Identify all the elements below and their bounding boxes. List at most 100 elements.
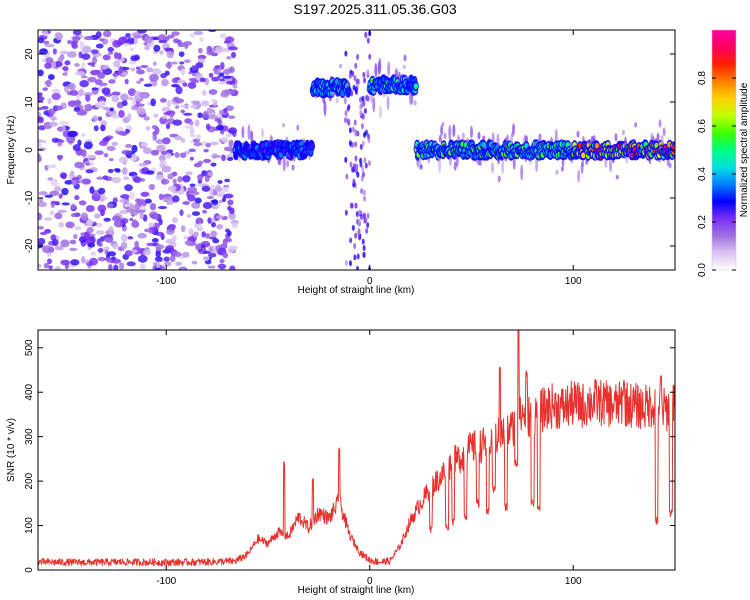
spectrogram-cell xyxy=(128,96,134,101)
spectrogram-cell xyxy=(93,213,101,219)
spectrogram-cell xyxy=(359,109,363,116)
spectrogram-cell xyxy=(217,119,222,125)
spectrogram-cell xyxy=(180,109,185,114)
spectrogram-cell xyxy=(189,133,196,138)
spectrogram-cell xyxy=(208,89,218,95)
spectrogram-cell xyxy=(496,133,500,147)
spectrogram-cell xyxy=(361,165,365,172)
spectrogram-cell xyxy=(122,43,131,47)
spectrogram-cell xyxy=(44,62,52,69)
spectrogram-cell xyxy=(111,176,122,184)
spectrogram-cell xyxy=(127,236,134,240)
spectrogram-cell xyxy=(443,132,447,140)
spectrogram-cell xyxy=(198,47,203,54)
spectrogram-cell xyxy=(167,185,177,192)
spectrogram-cell xyxy=(363,77,367,84)
spectrogram-cell xyxy=(62,72,68,76)
spectrogram-cell xyxy=(180,267,186,270)
spectrogram-y-tick-label: 10 xyxy=(24,96,35,108)
spectrogram-cell xyxy=(349,237,353,244)
spectrogram-cell xyxy=(106,145,116,152)
spectrogram-cell xyxy=(111,114,121,119)
spectrogram-cell xyxy=(61,187,69,196)
spectrogram-cell xyxy=(160,72,168,79)
spectrogram-cell xyxy=(161,115,167,119)
spectrogram-cell xyxy=(149,73,159,82)
spectrogram-cell xyxy=(191,65,197,71)
spectrogram-cell xyxy=(441,121,445,127)
spectrogram-cell xyxy=(491,162,495,174)
spectrogram-cell xyxy=(61,125,67,132)
spectrogram-cell xyxy=(223,107,228,113)
spectrogram-cell xyxy=(379,105,383,119)
spectrogram-cell xyxy=(362,212,366,219)
spectrogram-cell xyxy=(309,143,315,150)
spectrogram-cell xyxy=(136,80,142,85)
spectrogram-cell xyxy=(69,90,79,96)
spectrogram-cell xyxy=(482,135,486,142)
spectrogram-cell xyxy=(64,180,74,185)
spectrogram-cell xyxy=(113,52,119,59)
spectrogram-cell xyxy=(146,67,154,73)
spectrogram-cell xyxy=(195,72,203,79)
spectrogram-cell xyxy=(121,167,128,175)
spectrogram-cell xyxy=(178,51,185,57)
spectrogram-cell xyxy=(354,62,358,69)
spectrogram-cell xyxy=(131,144,138,153)
spectrogram-cell xyxy=(64,60,71,66)
spectrogram-cell xyxy=(112,40,122,48)
spectrogram-cell xyxy=(215,215,225,219)
spectrogram-cell xyxy=(79,80,89,88)
spectrogram-cell xyxy=(49,121,59,127)
spectrogram-cell xyxy=(438,134,442,143)
spectrogram-cell xyxy=(180,138,186,143)
spectrogram-cell xyxy=(364,162,368,169)
colorbar-tick-label: 0.6 xyxy=(697,119,708,133)
spectrogram-cell xyxy=(355,265,359,270)
spectrogram-cell xyxy=(218,80,227,85)
spectrogram-cell xyxy=(38,191,48,196)
spectrogram-cell xyxy=(120,217,129,224)
spectrogram-cell xyxy=(133,91,143,99)
spectrogram-cell xyxy=(38,237,46,245)
spectrogram-cell xyxy=(38,226,44,230)
snr-background xyxy=(38,330,675,570)
spectrogram-cell xyxy=(171,84,180,88)
spectrogram-cell xyxy=(95,223,103,228)
spectrogram-cell xyxy=(190,104,198,109)
spectrogram-cell xyxy=(61,202,70,206)
spectrogram-cell xyxy=(113,60,121,68)
spectrogram-cell xyxy=(174,135,183,141)
spectrogram-cell xyxy=(362,252,366,259)
spectrogram-cell xyxy=(89,186,95,194)
spectrogram-cell xyxy=(233,152,239,159)
snr-y-ticks: 0 100 200 300 400 500 xyxy=(24,339,675,573)
spectrogram-cell xyxy=(109,107,114,112)
spectrogram-cell xyxy=(98,85,103,92)
spectrogram-cell xyxy=(452,151,457,158)
spectrogram-y-tick-label: -20 xyxy=(24,238,35,253)
spectrogram-cell xyxy=(80,256,86,264)
spectrogram-cell xyxy=(157,205,168,210)
spectrogram-cell xyxy=(205,233,210,239)
spectrogram-cell xyxy=(169,113,174,118)
spectrogram-cell xyxy=(81,62,86,70)
spectrogram-cell xyxy=(374,63,378,78)
spectrogram-cell xyxy=(177,175,183,183)
spectrogram-cell xyxy=(83,141,93,150)
spectrogram-cell xyxy=(208,253,217,258)
spectrogram-cell xyxy=(97,72,106,79)
spectrogram-cell xyxy=(194,197,202,204)
spectrogram-cell xyxy=(155,244,165,250)
spectrogram-cell xyxy=(351,126,355,133)
spectrogram-cell xyxy=(535,157,539,173)
spectrogram-y-tick-label: -10 xyxy=(24,190,35,205)
spectrogram-cell xyxy=(38,37,45,44)
spectrogram-cell xyxy=(71,179,78,186)
spectrogram-cell xyxy=(63,85,70,93)
spectrogram-cell xyxy=(148,222,155,228)
spectrogram-cell xyxy=(357,228,361,235)
spectrogram-cell xyxy=(165,62,173,69)
spectrogram-cell xyxy=(350,90,354,97)
spectrogram-cell xyxy=(227,205,232,211)
